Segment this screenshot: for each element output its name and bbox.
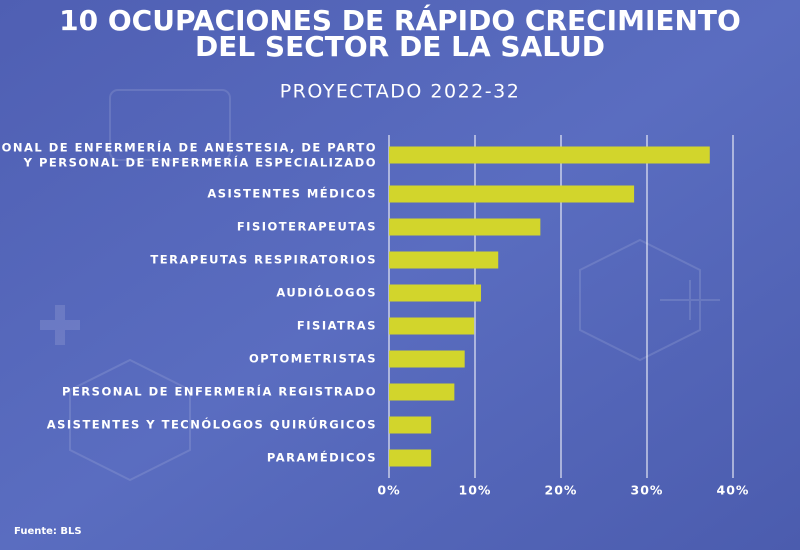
bar xyxy=(389,449,432,467)
x-tick-label: 0% xyxy=(377,483,400,498)
x-tick-label: 20% xyxy=(545,483,578,498)
y-tick-label: PARAMÉDICOS xyxy=(267,450,377,465)
x-tick-label: 30% xyxy=(631,483,664,498)
y-tick-label: FISIATRAS xyxy=(297,319,377,333)
bar xyxy=(389,416,432,434)
bar xyxy=(389,317,475,335)
y-tick-label: PERSONAL DE ENFERMERÍA DE ANESTESIA, DE … xyxy=(0,139,377,169)
bar xyxy=(389,383,455,401)
bar xyxy=(389,350,465,368)
y-tick-label: ASISTENTES MÉDICOS xyxy=(207,186,377,201)
y-tick-label: TERAPEUTAS RESPIRATORIOS xyxy=(150,253,377,267)
bar xyxy=(389,284,482,302)
x-tick-label: 10% xyxy=(459,483,492,498)
source: Fuente: BLS xyxy=(14,526,82,537)
bar xyxy=(389,218,541,236)
bar xyxy=(389,146,710,164)
chart-title: 10 OCUPACIONES DE RÁPIDO CRECIMIENTO DEL … xyxy=(59,3,741,63)
y-tick-label: OPTOMETRISTAS xyxy=(249,352,377,366)
y-tick-label: AUDIÓLOGOS xyxy=(276,285,377,300)
y-tick-label: PERSONAL DE ENFERMERÍA REGISTRADO xyxy=(62,384,377,399)
decor xyxy=(40,89,720,482)
y-tick-label: ASISTENTES Y TECNÓLOGOS QUIRÚRGICOS xyxy=(47,417,377,432)
x-tick-label: 40% xyxy=(717,483,750,498)
bar xyxy=(389,251,499,269)
chart-subtitle: PROYECTADO 2022-32 xyxy=(280,81,521,103)
y-tick-label: FISIOTERAPEUTAS xyxy=(237,220,377,234)
bar xyxy=(389,185,635,203)
